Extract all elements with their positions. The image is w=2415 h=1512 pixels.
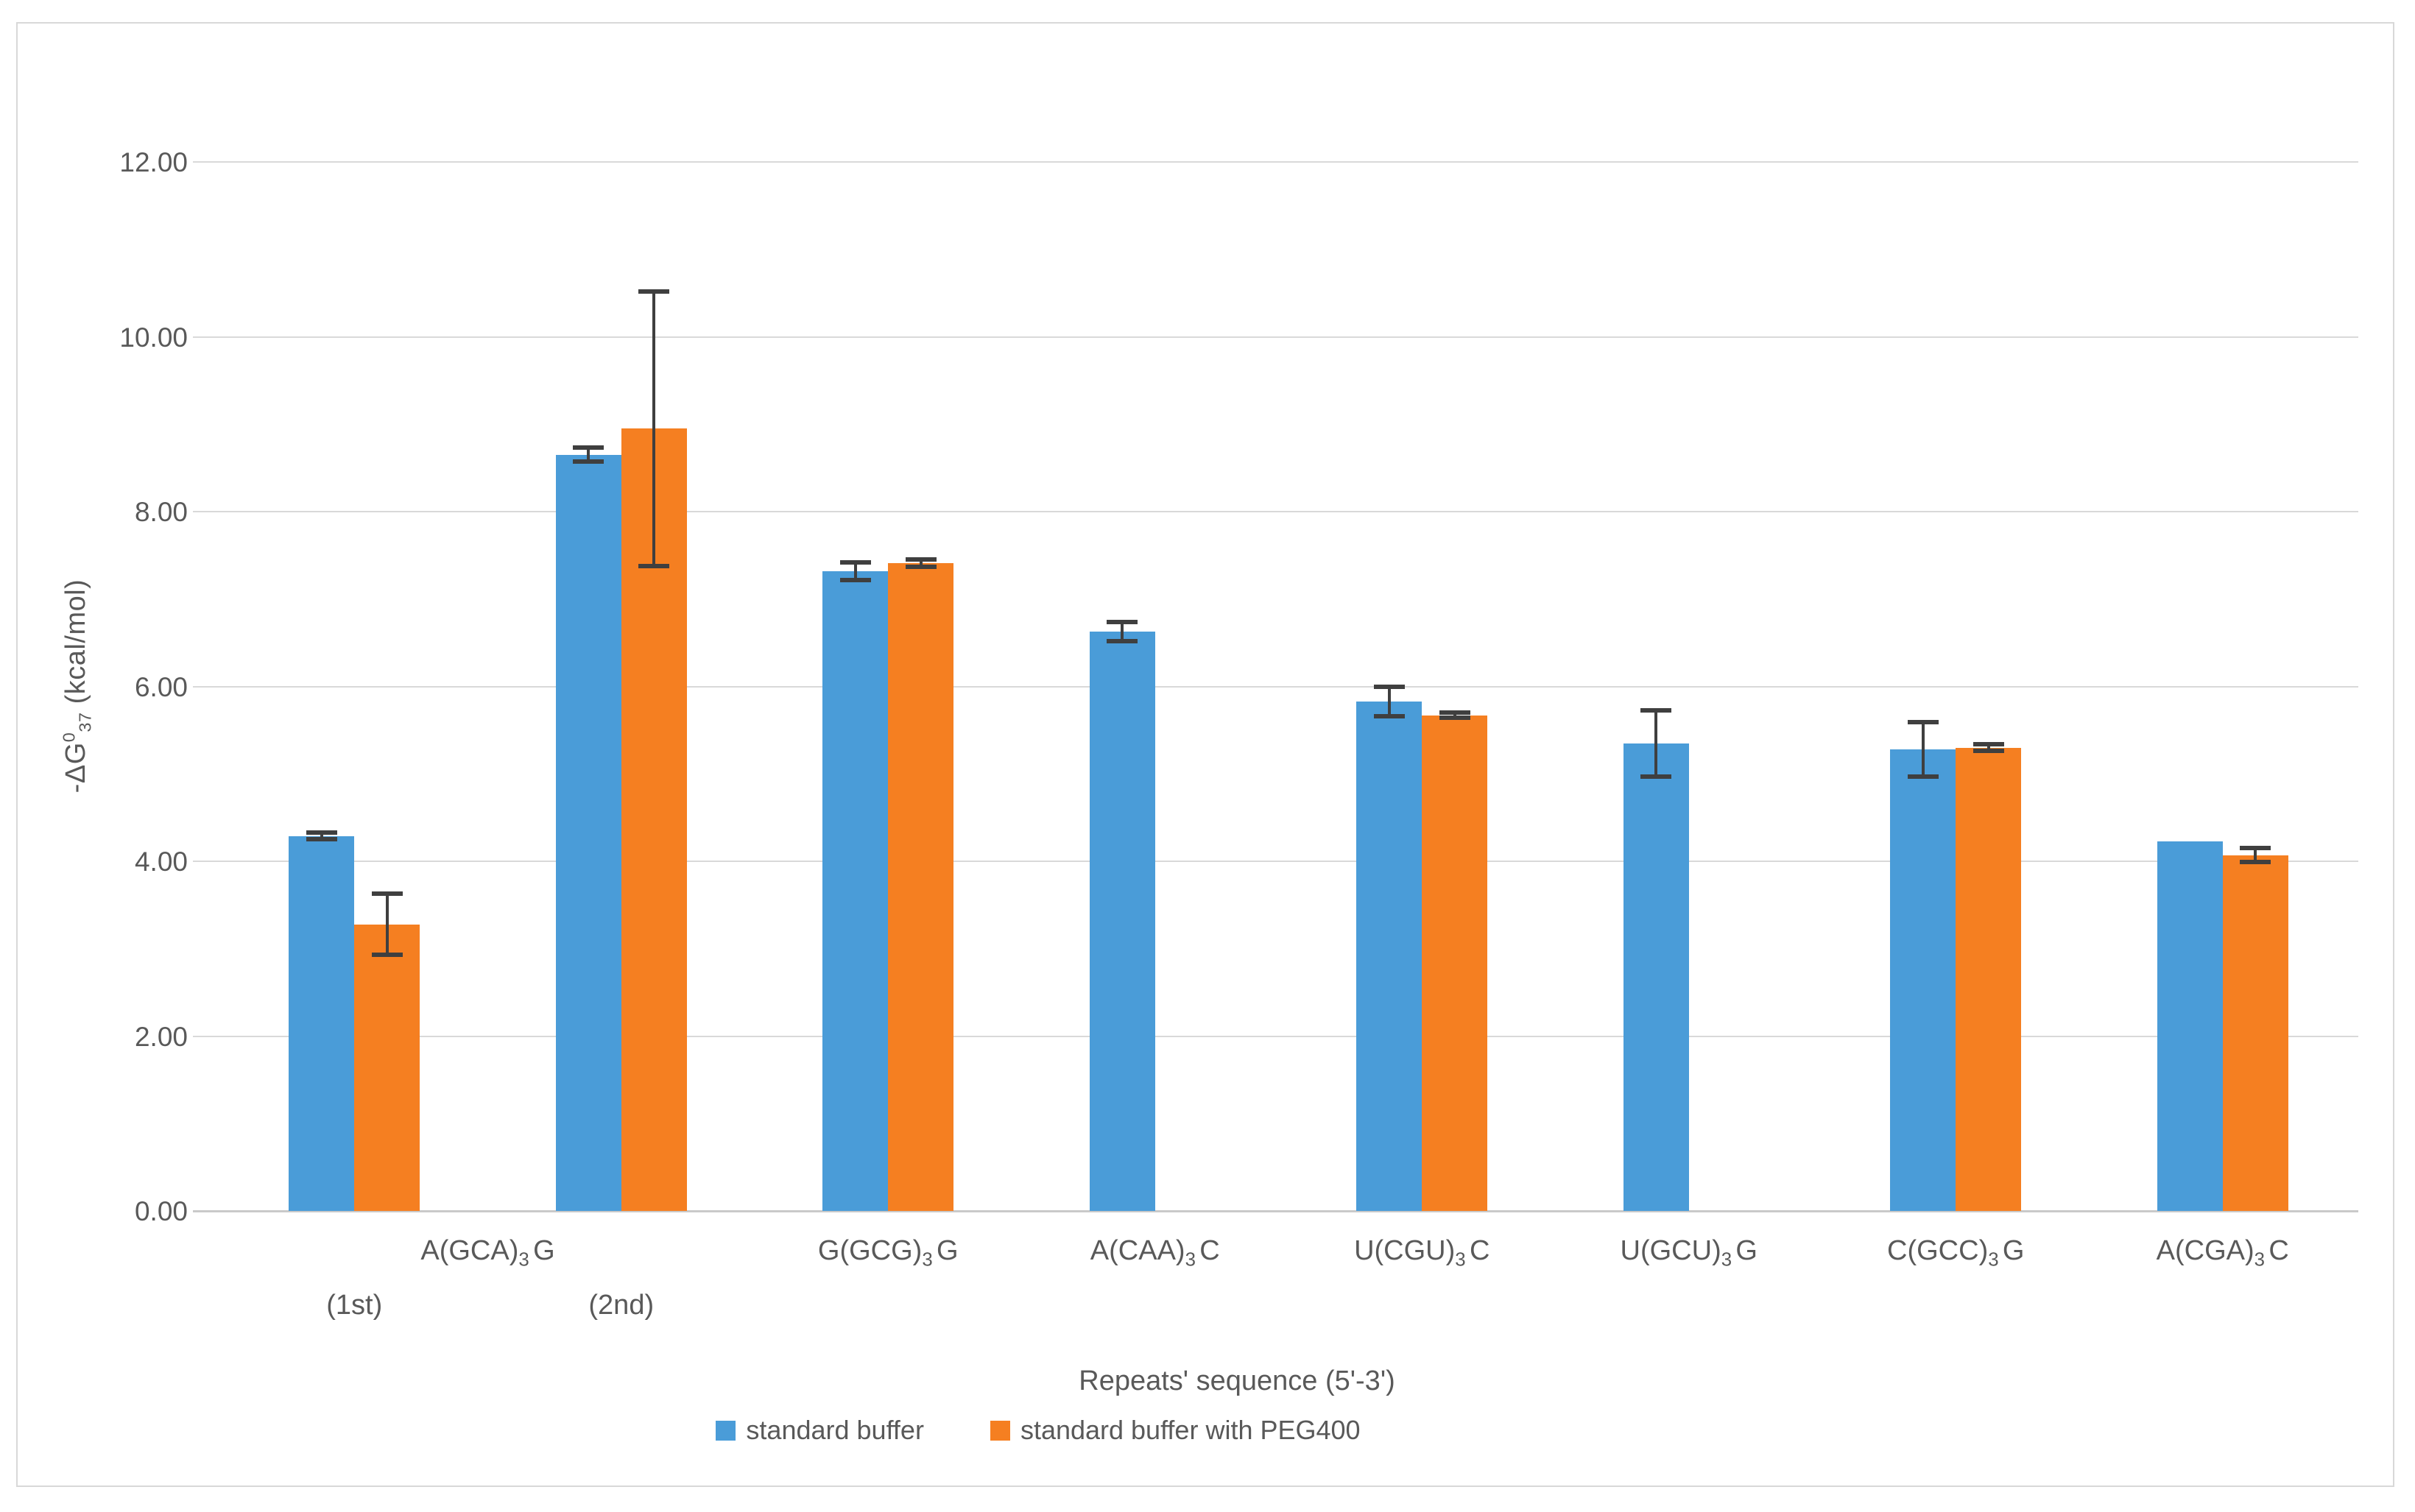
- error-bar-cap-top-peg400-2: [905, 557, 937, 562]
- x-category-label-3: A(CAA)3 C: [1090, 1235, 1220, 1271]
- x-category-label-7: A(CGA)3 C: [2156, 1235, 2289, 1271]
- y-axis-title-sub: 37: [75, 712, 95, 732]
- y-axis-title-sup: 0: [59, 732, 79, 743]
- error-bar-cap-bottom-peg400-2: [905, 564, 937, 569]
- gridline-4: [193, 861, 2358, 862]
- y-axis-title-post: (kcal/mol): [60, 579, 92, 713]
- bar-peg400-2: [888, 563, 954, 1211]
- error-bar-standard-buffer-1: [587, 448, 590, 462]
- error-bar-peg400-4: [1453, 713, 1456, 718]
- x-axis-title: Repeats' sequence (5'-3'): [1079, 1366, 1395, 1396]
- error-bar-standard-buffer-0: [320, 832, 323, 840]
- error-bar-cap-top-peg400-4: [1439, 710, 1470, 716]
- bar-peg400-7: [2222, 855, 2288, 1211]
- y-tick-label-8: 8.00: [134, 497, 188, 527]
- y-tick-label-12: 12.00: [119, 147, 188, 177]
- x-category-label-2: G(GCG)3 G: [817, 1235, 959, 1271]
- error-bar-standard-buffer-4: [1387, 686, 1391, 716]
- bar-standard-buffer-1: [555, 454, 621, 1211]
- error-bar-standard-buffer-5: [1654, 710, 1658, 777]
- error-bar-cap-bottom-peg400-4: [1439, 716, 1470, 721]
- error-bar-cap-top-peg400-0: [371, 891, 403, 896]
- error-bar-peg400-1: [652, 291, 656, 566]
- error-bar-peg400-7: [2254, 848, 2257, 863]
- error-bar-cap-bottom-standard-buffer-6: [1907, 774, 1939, 779]
- error-bar-cap-top-standard-buffer-5: [1640, 707, 1672, 713]
- y-axis-title-pre: -ΔG: [60, 742, 92, 794]
- gridline-12: [193, 161, 2358, 163]
- legend-swatch-standard-buffer: [716, 1420, 736, 1441]
- legend-item-standard-buffer: standard buffer: [716, 1415, 924, 1446]
- error-bar-cap-bottom-standard-buffer-3: [1107, 638, 1138, 643]
- error-bar-cap-top-peg400-7: [2240, 846, 2271, 851]
- bar-standard-buffer-4: [1356, 701, 1422, 1211]
- error-bar-cap-bottom-standard-buffer-5: [1640, 774, 1672, 779]
- error-bar-cap-top-standard-buffer-6: [1907, 720, 1939, 725]
- bar-standard-buffer-0: [289, 836, 355, 1211]
- x-sublabel-1st: (1st): [326, 1290, 383, 1321]
- error-bar-cap-bottom-peg400-7: [2240, 860, 2271, 865]
- legend: standard buffer standard buffer with PEG…: [0, 1415, 2076, 1446]
- error-bar-cap-top-standard-buffer-4: [1373, 684, 1405, 689]
- error-bar-cap-bottom-standard-buffer-2: [839, 577, 871, 582]
- error-bar-cap-bottom-peg400-1: [638, 563, 670, 568]
- error-bar-cap-top-standard-buffer-3: [1107, 619, 1138, 624]
- gridline-2: [193, 1035, 2358, 1037]
- legend-label-peg400: standard buffer with PEG400: [1020, 1415, 1361, 1445]
- error-bar-cap-bottom-standard-buffer-0: [306, 837, 337, 842]
- y-tick-label-4: 4.00: [134, 847, 188, 877]
- bar-peg400-6: [1956, 747, 2022, 1211]
- figure-border: [16, 22, 2394, 1487]
- legend-swatch-peg400: [990, 1420, 1010, 1441]
- bar-standard-buffer-3: [1089, 631, 1155, 1211]
- error-bar-peg400-2: [919, 559, 923, 567]
- error-bar-peg400-0: [385, 893, 389, 955]
- y-axis-title: -ΔG037 (kcal/mol): [59, 579, 95, 794]
- x-sublabel-2nd: (2nd): [588, 1290, 655, 1321]
- error-bar-standard-buffer-6: [1921, 722, 1925, 777]
- error-bar-cap-top-standard-buffer-1: [573, 445, 604, 451]
- y-tick-label-0: 0.00: [134, 1196, 188, 1226]
- x-category-label-span-agca3g: A(GCA)3 G: [420, 1235, 555, 1271]
- error-bar-cap-top-peg400-1: [638, 289, 670, 294]
- legend-item-peg400: standard buffer with PEG400: [990, 1415, 1361, 1446]
- y-tick-label-10: 10.00: [119, 322, 188, 353]
- x-axis-line: [193, 1210, 2358, 1212]
- error-bar-cap-bottom-standard-buffer-4: [1373, 713, 1405, 718]
- bar-standard-buffer-2: [822, 570, 889, 1211]
- x-category-label-6: C(GCC)3 G: [1887, 1235, 2025, 1271]
- gridline-6: [193, 685, 2358, 688]
- error-bar-standard-buffer-2: [853, 562, 857, 580]
- error-bar-cap-bottom-standard-buffer-1: [573, 459, 604, 464]
- bar-peg400-4: [1422, 715, 1488, 1211]
- error-bar-peg400-6: [1986, 743, 1990, 752]
- y-tick-label-6: 6.00: [134, 671, 188, 702]
- error-bar-cap-top-standard-buffer-2: [839, 559, 871, 565]
- error-bar-cap-top-standard-buffer-0: [306, 830, 337, 835]
- error-bar-cap-top-peg400-6: [1972, 741, 2004, 746]
- bar-peg400-0: [354, 924, 420, 1211]
- y-tick-label-2: 2.00: [134, 1021, 188, 1052]
- x-category-label-4: U(CGU)3 C: [1354, 1235, 1490, 1271]
- bar-standard-buffer-7: [2157, 841, 2223, 1211]
- bar-standard-buffer-6: [1890, 749, 1956, 1211]
- legend-label-standard-buffer: standard buffer: [746, 1415, 924, 1445]
- gridline-8: [193, 511, 2358, 512]
- error-bar-cap-bottom-peg400-0: [371, 953, 403, 958]
- error-bar-standard-buffer-3: [1121, 621, 1124, 641]
- bar-standard-buffer-5: [1623, 743, 1689, 1211]
- gridline-10: [193, 336, 2358, 338]
- error-bar-cap-bottom-peg400-6: [1972, 749, 2004, 754]
- x-category-label-5: U(GCU)3 G: [1620, 1235, 1758, 1271]
